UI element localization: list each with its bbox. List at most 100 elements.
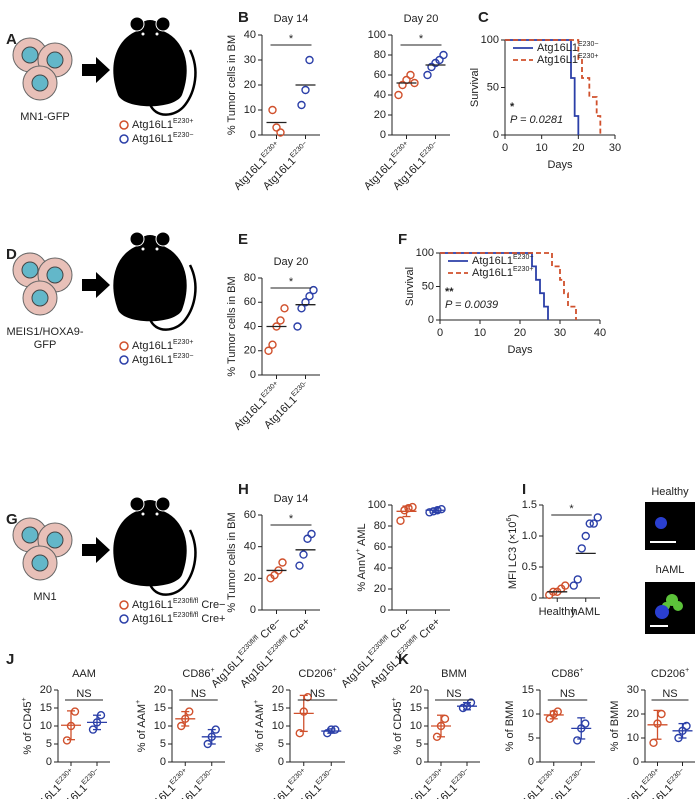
- data-point: [593, 513, 602, 522]
- y-tick-label: 0: [633, 756, 639, 768]
- y-tick-label: 15: [410, 702, 422, 714]
- y-tick-label: 100: [368, 499, 386, 511]
- legend-label-base: Atg16L1: [132, 119, 173, 131]
- y-tick-label: 5: [278, 738, 284, 750]
- schematic-g: [12, 495, 197, 596]
- y-tick-label: 0: [531, 592, 537, 604]
- significance-label: NS: [310, 688, 325, 700]
- data-point: [305, 291, 314, 301]
- y-axis-label: MFI LC3 (×106): [506, 514, 519, 589]
- data-point: [657, 709, 666, 719]
- x-tick-label-base: Atg16L1: [238, 653, 275, 690]
- chart-title: CD86+: [551, 667, 583, 680]
- x-tick-label-sup: E230−: [196, 767, 215, 786]
- y-tick-label: 0: [493, 129, 499, 141]
- survival-curve: [505, 39, 602, 135]
- y-axis-label: Survival: [469, 68, 481, 107]
- x-axis-label: Days: [547, 159, 573, 171]
- panel-label: E: [238, 231, 248, 248]
- legend-label: Atg16L1E230+: [472, 266, 533, 279]
- significance-label: NS: [446, 688, 461, 700]
- legend-label: Atg16L1E230−: [132, 353, 193, 366]
- y-tick-label: 15: [522, 684, 534, 696]
- legend-label-base: Atg16L1: [537, 42, 578, 54]
- legend-label: Atg16L1E230+: [537, 53, 598, 66]
- y-axis-label-base: % of CD45: [22, 701, 34, 754]
- y-tick-label: 0: [160, 756, 166, 768]
- data-point: [573, 736, 582, 745]
- legend-label-base: Atg16L1: [132, 613, 173, 625]
- legend-marker: [119, 614, 129, 624]
- x-tick-label: 0: [437, 327, 443, 339]
- x-axis-label: Days: [507, 344, 533, 356]
- y-tick-label: 10: [154, 720, 166, 732]
- data-point: [573, 575, 582, 584]
- schematic-d: [12, 230, 197, 331]
- legend-label: Atg16L1E230fl/fl Cre+: [132, 612, 226, 625]
- y-tick-label: 60: [244, 509, 256, 521]
- y-tick-label: 10: [627, 732, 639, 744]
- y-axis-label: % Tumor cells in BM: [226, 35, 238, 135]
- y-axis-label: % Tumor cells in BM: [226, 512, 238, 612]
- image-title: Healthy: [651, 486, 689, 498]
- significance-label: *: [289, 513, 294, 525]
- data-point: [70, 707, 80, 716]
- data-point: [398, 80, 407, 90]
- data-point: [561, 581, 570, 590]
- data-point: [301, 85, 310, 95]
- y-tick-label: 0: [250, 129, 256, 141]
- y-tick-label: 80: [374, 520, 386, 532]
- legend-label-base: Atg16L1: [132, 340, 173, 352]
- panel-label: C: [478, 9, 489, 26]
- legend-label-base: Atg16L1: [132, 354, 173, 366]
- data-point: [278, 558, 287, 567]
- chart-title-sup: +: [580, 667, 584, 674]
- legend-label: Atg16L1E230−: [537, 41, 598, 54]
- data-point: [293, 322, 302, 331]
- panel-label: A: [6, 31, 17, 48]
- legend-label-sup: E230+: [513, 266, 533, 273]
- x-tick-label-sup: E230−: [81, 767, 100, 786]
- cell-label: MN1-GFP: [20, 111, 70, 123]
- y-tick-label: 10: [522, 708, 534, 720]
- x-tick-label-sup: E230−: [565, 767, 584, 786]
- y-tick-label: 40: [374, 562, 386, 574]
- legend-label-base: Atg16L1: [132, 599, 173, 611]
- x-tick-label: 40: [594, 327, 606, 339]
- chart-title: CD206+: [298, 667, 336, 680]
- y-tick-label: 20: [40, 684, 52, 696]
- y-tick-label: 40: [244, 29, 256, 41]
- x-tick-label-after: Cre+: [285, 616, 313, 644]
- x-tick-label-base: Atg16L1: [368, 653, 405, 690]
- panel-label: F: [398, 231, 407, 248]
- data-point: [585, 519, 594, 528]
- y-tick-label: 80: [244, 272, 256, 284]
- x-tick-label: 30: [554, 327, 566, 339]
- significance-label: NS: [662, 688, 677, 700]
- significance-label: *: [289, 33, 294, 45]
- legend-label-sup: E230+: [173, 339, 193, 346]
- y-tick-label: 20: [374, 583, 386, 595]
- y-axis-label-sup: +: [391, 697, 398, 701]
- y-tick-label: 5: [416, 738, 422, 750]
- data-point: [437, 505, 446, 514]
- y-axis-label: % Tumor cells in BM: [226, 276, 238, 376]
- y-tick-label: 60: [244, 296, 256, 308]
- y-axis-label-after: AML: [356, 523, 368, 548]
- x-tick-label-sup: E230+: [169, 767, 188, 786]
- chart-title-base: CD206: [651, 668, 685, 680]
- y-tick-label: 60: [374, 541, 386, 553]
- y-tick-label: 15: [154, 702, 166, 714]
- x-tick-label-sup: E230+: [538, 767, 557, 786]
- micrograph-haml: [645, 582, 695, 634]
- y-tick-label: 20: [244, 79, 256, 91]
- x-tick-label-sup: E230-: [291, 380, 310, 399]
- legend-label-base: Atg16L1: [537, 54, 578, 66]
- y-tick-label: 5: [46, 738, 52, 750]
- x-tick-label-sup: E230+: [288, 767, 307, 786]
- chart-title-sup: +: [333, 667, 337, 674]
- panel-label: D: [6, 246, 17, 263]
- data-point: [408, 502, 417, 512]
- data-point: [589, 519, 598, 528]
- data-point: [268, 105, 277, 115]
